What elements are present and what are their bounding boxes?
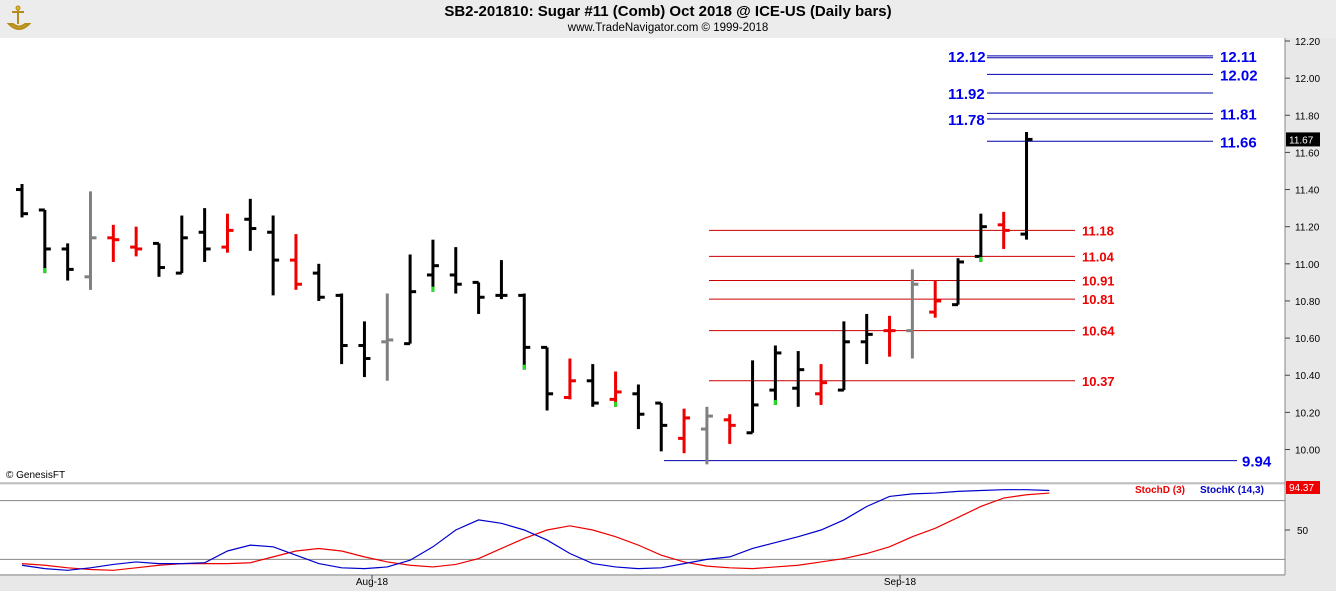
- fib-label: 11.18: [1082, 223, 1114, 238]
- stoch-value-box: [1286, 481, 1320, 494]
- resistance-label: 9.94: [1242, 454, 1272, 471]
- resistance-label: 11.78: [948, 112, 985, 129]
- fib-label: 10.64: [1082, 324, 1115, 339]
- resistance-label: 12.11: [1220, 49, 1257, 66]
- fib-label: 10.37: [1082, 374, 1115, 389]
- fib-label: 11.04: [1082, 249, 1115, 264]
- chart-title: SB2-201810: Sugar #11 (Comb) Oct 2018 @ …: [444, 3, 892, 20]
- last-price-tag: 11.67: [1286, 132, 1320, 147]
- stoch-series-line: [21, 489, 1050, 571]
- price-panel[interactable]: [0, 38, 1285, 483]
- x-tick-label: Aug-18: [356, 577, 389, 588]
- resistance-label: 12.12: [948, 49, 986, 66]
- resistance-label: 11.66: [1220, 134, 1257, 151]
- price-tick-label: 11.40: [1295, 186, 1320, 197]
- last-price-box: [1286, 132, 1320, 147]
- price-tick-label: 10.00: [1295, 446, 1320, 457]
- price-tick-label: 11.00: [1295, 260, 1320, 271]
- chart-header: SB2-201810: Sugar #11 (Comb) Oct 2018 @ …: [0, 0, 1336, 38]
- copyright-text: www.TradeNavigator.com © 1999-2018: [567, 22, 769, 34]
- stochastic-panel[interactable]: [0, 485, 1285, 574]
- price-axis: 12.20 12.00 11.80 11.60 11.40 11.20 11.00 10.80…: [1285, 37, 1320, 457]
- price-tick-label: 11.60: [1295, 148, 1320, 159]
- price-tick-label: 10.60: [1295, 334, 1320, 345]
- ship-logo-icon: [5, 4, 33, 37]
- price-tick-label: 10.80: [1295, 297, 1320, 308]
- x-axis: Aug-18 Sep-18: [356, 575, 917, 588]
- stoch-legend-d: StochD (3): [1135, 485, 1185, 496]
- x-tick-label: Sep-18: [884, 577, 917, 588]
- fib-label: 10.81: [1082, 292, 1115, 307]
- fib-label: 10.91: [1082, 274, 1115, 289]
- watermark: © GenesisFT: [6, 470, 65, 481]
- price-tick-label: 10.40: [1295, 371, 1320, 382]
- price-tick-label: 11.20: [1295, 223, 1320, 234]
- price-tick-label: 12.00: [1295, 74, 1320, 85]
- resistance-label: 11.92: [948, 86, 985, 103]
- price-tick-label: 11.80: [1295, 111, 1320, 122]
- stoch-value-text: 94.37: [1289, 483, 1314, 494]
- price-bars: [16, 131, 1033, 465]
- price-tick-label: 12.20: [1295, 37, 1320, 48]
- price-tick-label: 10.20: [1295, 408, 1320, 419]
- resistance-label: 12.02: [1220, 67, 1258, 84]
- stochastic-lines: 50: [0, 489, 1309, 571]
- resistance-label: 11.81: [1220, 106, 1257, 123]
- stoch-tick-label: 50: [1297, 526, 1309, 537]
- stochastic-legend: StochD (3) StochK (14,3) 94.37: [1135, 481, 1320, 496]
- stoch-legend-k: StochK (14,3): [1200, 485, 1264, 496]
- last-price-text: 11.67: [1289, 135, 1314, 146]
